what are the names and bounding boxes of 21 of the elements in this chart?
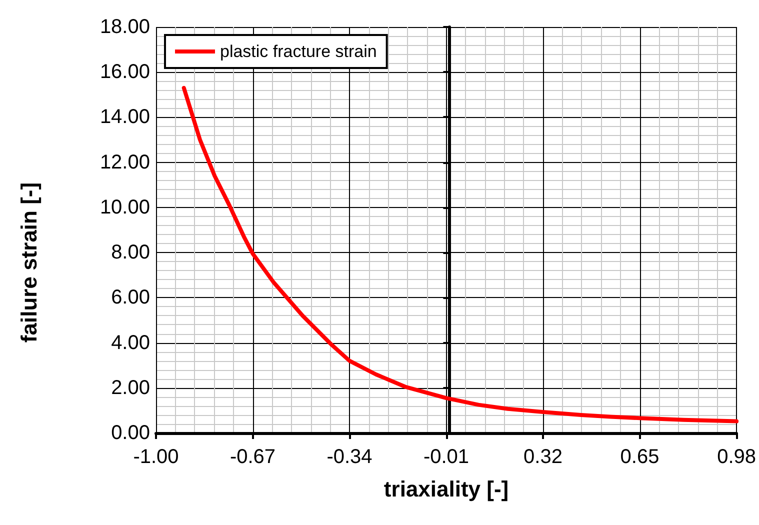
y-tick-label: 10.00 <box>100 196 150 218</box>
y-tick-label: 8.00 <box>111 242 150 264</box>
y-axis-title: failure strain [-] <box>16 182 42 343</box>
line-series <box>182 86 739 424</box>
x-axis-title: triaxiality [-] <box>384 476 509 502</box>
x-tick-label: -0.01 <box>423 446 470 468</box>
y-tick-label: 2.00 <box>111 376 150 399</box>
y-tick-label: 12.00 <box>100 151 150 174</box>
x-tick-label: -0.34 <box>326 446 372 468</box>
x-tick-label: -0.67 <box>230 446 276 468</box>
y-tick-label: 4.00 <box>111 332 150 354</box>
y-tick-label: 6.00 <box>111 286 150 309</box>
y-tick-label: 18.00 <box>100 16 150 38</box>
x-tick-label: -1.00 <box>133 446 179 468</box>
y-tick-label: 14.00 <box>100 106 150 128</box>
y-tick-label: 16.00 <box>100 61 150 84</box>
legend-label: plastic fracture strain <box>220 42 377 61</box>
x-tick-label: 0.98 <box>717 446 756 468</box>
x-tick-label: 0.32 <box>524 446 562 468</box>
y-tick-label: 0.00 <box>111 422 150 444</box>
x-tick-label: 0.65 <box>620 446 660 468</box>
